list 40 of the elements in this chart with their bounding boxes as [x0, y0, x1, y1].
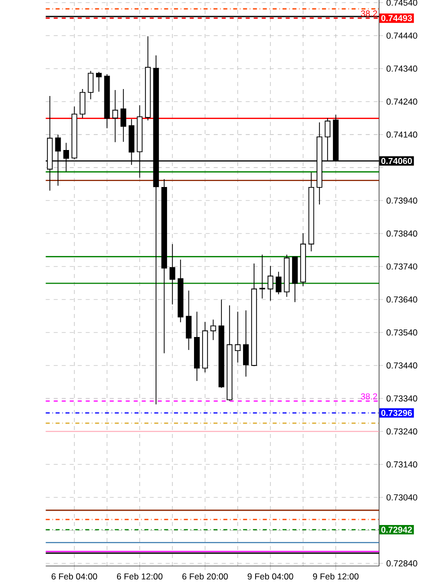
x-tick-label: 6 Feb 12:00 — [117, 573, 163, 580]
candlestick — [170, 244, 176, 305]
y-tick-label: 0.72840 — [386, 560, 418, 566]
candlestick — [96, 72, 102, 92]
y-tick-label: 0.74240 — [386, 98, 418, 105]
candlestick — [235, 311, 241, 363]
ref-line-label: 0.73296 — [381, 410, 412, 416]
x-tick-label: 9 Feb 04:00 — [248, 573, 294, 580]
y-tick-label: 0.73240 — [386, 428, 418, 434]
ref-line-label: 0.72942 — [381, 526, 412, 533]
candlestick — [80, 88, 86, 118]
candlestick — [120, 88, 126, 142]
candlestick — [260, 254, 266, 299]
candlestick — [186, 290, 192, 350]
y-tick-label: 0.73040 — [386, 494, 418, 500]
y-tick-label: 0.73940 — [386, 197, 418, 204]
y-tick-label: 0.73740 — [386, 263, 418, 270]
candlestick — [243, 310, 249, 378]
ref-line-label: 0.74493 — [381, 15, 412, 22]
y-tick-label: 0.73540 — [386, 329, 418, 336]
y-tick-label: 0.73340 — [386, 395, 418, 402]
y-tick-label: 0.73440 — [386, 362, 418, 369]
y-tick-label: 0.74440 — [386, 32, 418, 39]
x-tick-label: 6 Feb 04:00 — [52, 573, 98, 580]
y-tick-label: 0.73840 — [386, 230, 418, 237]
candlestick — [268, 265, 274, 302]
annotation: 38.2 — [361, 393, 378, 400]
candlestick — [210, 319, 216, 340]
y-tick-label: 0.74340 — [386, 66, 418, 72]
ref-line-label: 0.74060 — [381, 158, 412, 164]
candlestick — [276, 271, 282, 295]
x-tick-label: 6 Feb 20:00 — [182, 573, 228, 580]
y-tick-label: 0.74540 — [386, 0, 418, 6]
annotation: 38.2 — [361, 10, 378, 17]
candlestick — [112, 90, 118, 143]
y-tick-label: 0.73140 — [386, 461, 418, 468]
y-tick-label: 0.73640 — [386, 296, 418, 303]
y-tick-label: 0.74140 — [386, 132, 418, 138]
candlestick — [88, 70, 94, 100]
x-tick-label: 9 Feb 12:00 — [313, 573, 359, 580]
